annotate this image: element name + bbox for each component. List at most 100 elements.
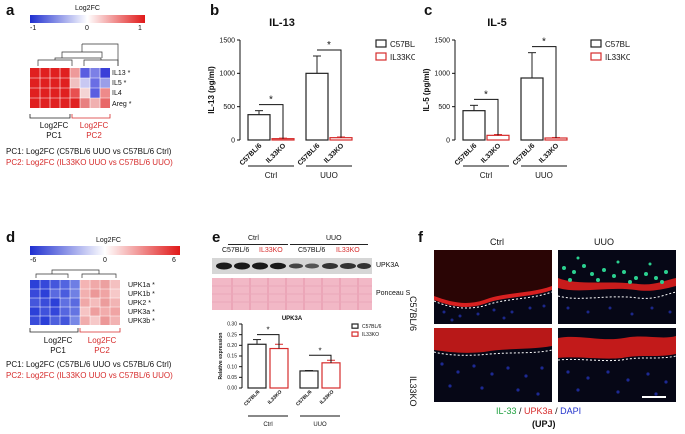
panel-f-caption-sub: (UPJ): [532, 419, 556, 429]
bar: [462, 110, 486, 141]
x-tick-label: IL33KO: [480, 142, 503, 165]
panel-a-group2: Log2FC PC2: [79, 121, 109, 140]
y-axis-label: IL-13 (pg/ml): [207, 66, 216, 114]
bar: [269, 347, 289, 389]
legend-swatch: [351, 323, 359, 329]
panel-d-legend2: PC2: Log2FC (IL33KO UUO vs C57BL/6 UUO): [6, 371, 173, 380]
x-tick-label: IL33KO: [538, 142, 561, 165]
panel-d-heatmap: [29, 269, 121, 333]
x-tick-label: IL33KO: [267, 389, 284, 406]
group-label: UUO: [535, 171, 553, 180]
group-label: UUO: [320, 171, 338, 180]
panel-a-legend2: PC2: Log2FC (IL33KO UUO vs C57BL/6 UUO): [6, 158, 173, 167]
micrograph-il33ko-ctrl: [434, 328, 553, 402]
panel-f-label: f: [418, 229, 423, 246]
panel-f-col-ctrl: Ctrl: [490, 237, 504, 247]
ponceau-lanes: [212, 278, 372, 310]
legend-swatch: [590, 52, 602, 61]
bar: [247, 343, 267, 389]
significance-bracket: [259, 104, 284, 139]
panel-a-dendrogram: [37, 43, 119, 66]
panel-d-label: d: [6, 229, 16, 246]
gene-label: UPK2 *: [128, 300, 151, 307]
y-tick-label: 500: [223, 104, 235, 111]
legend-swatch: [590, 39, 602, 48]
panel-f-caption: IL-33 / UPK3a / DAPI: [496, 406, 582, 416]
legend-label: C57BL/6: [605, 40, 630, 49]
panel-d-tick-min: -6: [30, 257, 37, 264]
panel-a-label: a: [6, 2, 15, 19]
panel-e-strain: IL33KO: [259, 247, 283, 254]
panel-d-scale-title: Log2FC: [96, 237, 121, 244]
gene-label: IL13 *: [112, 70, 131, 77]
panel-e-strain: IL33KO: [336, 247, 360, 254]
x-tick-label: C57BL/6: [295, 389, 314, 408]
significance-star: *: [327, 40, 331, 51]
panel-a-group1: Log2FC PC1: [39, 121, 69, 140]
x-tick-label: C57BL/6: [512, 142, 537, 167]
bar: [544, 137, 568, 141]
gene-label: UPK1a *: [128, 282, 155, 289]
panel-d-group2: Log2FC PC2: [87, 336, 117, 355]
chart-title: IL-5: [487, 17, 507, 29]
significance-star: *: [484, 89, 488, 100]
panel-f-col-uuo: UUO: [594, 237, 614, 247]
legend-swatch: [351, 331, 359, 337]
significance-bracket: [532, 46, 557, 138]
panel-e-label: e: [212, 229, 221, 246]
significance-bracket: [309, 354, 332, 363]
panel-d-group1: Log2FC PC1: [43, 336, 73, 355]
y-tick-label: 0.15: [227, 354, 237, 360]
significance-bracket: [257, 334, 280, 349]
panel-e-group-uuo: UUO: [326, 235, 342, 242]
bar: [299, 370, 319, 389]
micrograph-c57-uuo: [557, 250, 677, 324]
panel-e-uuo-line: [290, 244, 368, 245]
panel-a-tick-mid: 0: [85, 25, 89, 32]
y-axis-label: IL-5 (pg/ml): [422, 68, 431, 111]
panel-c-label: c: [424, 2, 433, 19]
gene-label: Areg *: [112, 100, 132, 108]
legend-label: IL33KO: [605, 53, 630, 62]
micrograph-c57-ctrl: [434, 250, 553, 324]
y-tick-label: 0.20: [227, 343, 237, 349]
y-tick-label: 0: [231, 137, 235, 144]
gene-label: IL4: [112, 90, 122, 98]
y-tick-label: 1000: [434, 71, 450, 78]
y-tick-label: 0.00: [227, 386, 237, 392]
gene-label: IL5 *: [112, 80, 127, 88]
upk3a-bands: [216, 262, 371, 270]
gene-label: UPK3b *: [128, 318, 155, 325]
bar: [271, 138, 295, 141]
x-tick-label: C57BL/6: [297, 142, 322, 167]
bar: [486, 134, 510, 141]
bar: [321, 362, 341, 389]
legend-label: IL33KO: [390, 53, 415, 62]
panel-d-tick-mid: 0: [103, 257, 107, 264]
x-tick-label: C57BL/6: [454, 142, 479, 167]
significance-star: *: [269, 95, 273, 106]
y-tick-label: 1500: [219, 37, 235, 44]
panel-e-strain: C57BL/6: [222, 247, 250, 254]
panel-d-tick-max: 6: [172, 257, 176, 264]
legend-label: IL33KO: [362, 332, 379, 338]
y-tick-label: 0.05: [227, 375, 237, 381]
panel-e-group-ctrl: Ctrl: [248, 235, 259, 242]
scale-bar: [642, 396, 666, 398]
panel-d-legend1: PC1: Log2FC (C57BL/6 UUO vs C57BL/6 Ctrl…: [6, 360, 172, 369]
bar: [305, 72, 329, 141]
panel-e-band-ponceau: Ponceau S: [376, 290, 411, 297]
panel-e-ctrl-line: [228, 244, 288, 245]
x-tick-label: IL33KO: [319, 389, 336, 406]
micrograph-il33ko-uuo: [557, 328, 677, 402]
chart-title: UPK3A: [282, 316, 303, 322]
panel-a-scale-title: Log2FC: [75, 5, 100, 12]
group-label: UUO: [313, 422, 327, 428]
y-tick-label: 0: [446, 137, 450, 144]
panel-d-dendrogram: [35, 269, 117, 278]
x-tick-label: IL33KO: [265, 142, 288, 165]
panel-b-label: b: [210, 2, 220, 19]
